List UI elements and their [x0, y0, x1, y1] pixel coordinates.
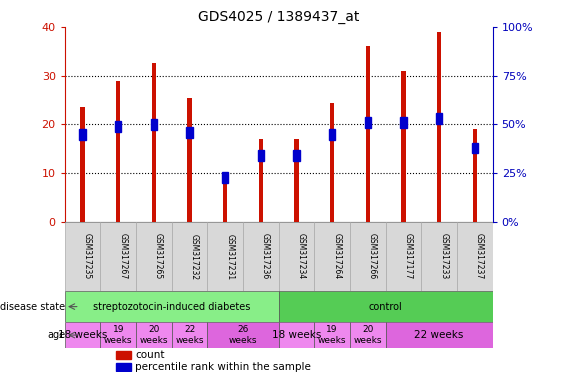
FancyBboxPatch shape [172, 322, 207, 348]
Bar [222, 172, 229, 182]
Title: GDS4025 / 1389437_at: GDS4025 / 1389437_at [198, 10, 359, 25]
Text: 18 weeks: 18 weeks [272, 330, 321, 340]
FancyBboxPatch shape [421, 222, 457, 291]
FancyBboxPatch shape [386, 222, 421, 291]
Text: control: control [369, 301, 403, 311]
Bar [293, 150, 300, 161]
Text: streptozotocin-induced diabetes: streptozotocin-induced diabetes [93, 301, 251, 311]
Bar [259, 139, 263, 222]
Text: GSM317233: GSM317233 [439, 233, 448, 280]
Bar [436, 113, 443, 124]
Text: 19
weeks: 19 weeks [104, 325, 132, 345]
FancyBboxPatch shape [65, 222, 100, 291]
Text: 19
weeks: 19 weeks [318, 325, 346, 345]
FancyBboxPatch shape [279, 222, 314, 291]
Bar [437, 32, 441, 222]
FancyBboxPatch shape [136, 222, 172, 291]
FancyBboxPatch shape [207, 222, 243, 291]
FancyBboxPatch shape [136, 322, 172, 348]
Text: GSM317237: GSM317237 [475, 233, 484, 280]
FancyBboxPatch shape [457, 222, 493, 291]
Text: GSM317234: GSM317234 [297, 233, 306, 280]
Bar [116, 81, 120, 222]
Bar [223, 177, 227, 222]
Text: GSM317177: GSM317177 [404, 233, 413, 280]
FancyBboxPatch shape [172, 222, 207, 291]
Text: disease state: disease state [0, 301, 65, 311]
FancyBboxPatch shape [350, 222, 386, 291]
Text: GSM317267: GSM317267 [118, 233, 127, 280]
FancyBboxPatch shape [65, 291, 279, 322]
Bar [115, 121, 122, 132]
FancyBboxPatch shape [350, 322, 386, 348]
Text: GSM317231: GSM317231 [225, 233, 234, 280]
Text: 20
weeks: 20 weeks [140, 325, 168, 345]
Bar [401, 71, 405, 222]
Bar [258, 150, 264, 161]
FancyBboxPatch shape [243, 222, 279, 291]
Text: GSM317232: GSM317232 [190, 233, 199, 280]
Text: count: count [135, 350, 165, 360]
Text: 18 weeks: 18 weeks [58, 330, 108, 340]
Bar [187, 98, 191, 222]
Text: GSM317265: GSM317265 [154, 233, 163, 280]
FancyBboxPatch shape [386, 322, 493, 348]
Text: age: age [47, 330, 65, 340]
Text: GSM317266: GSM317266 [368, 233, 377, 280]
Bar [152, 63, 156, 222]
FancyBboxPatch shape [65, 322, 100, 348]
FancyBboxPatch shape [314, 322, 350, 348]
Bar [116, 351, 131, 359]
Bar [151, 119, 157, 130]
Text: percentile rank within the sample: percentile rank within the sample [135, 362, 311, 372]
Bar [186, 127, 193, 137]
FancyBboxPatch shape [279, 322, 314, 348]
Bar [473, 129, 477, 222]
Bar [400, 117, 406, 128]
Bar [366, 46, 370, 222]
FancyBboxPatch shape [279, 291, 493, 322]
Bar [81, 108, 84, 222]
Text: GSM317264: GSM317264 [332, 233, 341, 280]
FancyBboxPatch shape [100, 322, 136, 348]
Bar [116, 363, 131, 371]
Bar [294, 139, 298, 222]
Text: GSM317236: GSM317236 [261, 233, 270, 280]
Text: 20
weeks: 20 weeks [354, 325, 382, 345]
Text: 26
weeks: 26 weeks [229, 325, 257, 345]
Text: 22
weeks: 22 weeks [175, 325, 204, 345]
Text: 22 weeks: 22 weeks [414, 330, 464, 340]
FancyBboxPatch shape [314, 222, 350, 291]
Bar [365, 117, 371, 128]
FancyBboxPatch shape [100, 222, 136, 291]
Bar [329, 129, 336, 140]
Bar [79, 129, 86, 140]
Text: GSM317235: GSM317235 [83, 233, 92, 280]
Bar [330, 103, 334, 222]
Bar [472, 142, 478, 153]
FancyBboxPatch shape [207, 322, 279, 348]
